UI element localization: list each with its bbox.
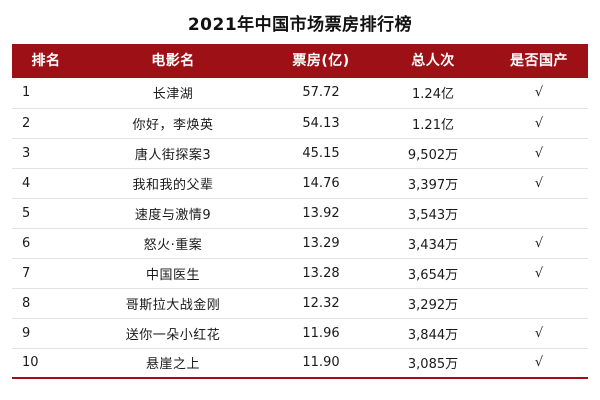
cell-audience: 3,434万 [376,228,490,259]
cell-audience: 3,085万 [376,348,490,379]
cell-name: 唐人街探案3 [80,138,266,169]
table-row: 6 怒火·重案 13.29 3,434万 √ [12,228,588,259]
cell-domestic [490,288,588,319]
table-header-row: 排名 电影名 票房(亿) 总人次 是否国产 [12,44,588,78]
column-header-name: 电影名 [80,44,266,78]
table-row: 4 我和我的父辈 14.76 3,397万 √ [12,168,588,199]
cell-rank: 4 [12,168,80,199]
cell-domestic: √ [490,258,588,289]
cell-name: 怒火·重案 [80,228,266,259]
cell-audience: 3,654万 [376,258,490,289]
check-icon: √ [534,145,544,161]
table-container: 排名 电影名 票房(亿) 总人次 是否国产 1 长津湖 57.72 1.24亿 … [0,44,600,379]
cell-box-office: 11.96 [266,318,376,349]
cell-rank: 6 [12,228,80,259]
cell-box-office: 57.72 [266,78,376,109]
check-icon: √ [534,265,544,281]
check-icon: √ [534,85,544,101]
cell-rank: 1 [12,78,80,109]
table-row: 2 你好，李焕英 54.13 1.21亿 √ [12,108,588,139]
cell-audience: 3,543万 [376,198,490,229]
cell-name: 我和我的父辈 [80,168,266,199]
cell-rank: 3 [12,138,80,169]
column-header-box-office: 票房(亿) [266,44,376,78]
table-header: 排名 电影名 票房(亿) 总人次 是否国产 [12,44,588,78]
cell-audience: 3,397万 [376,168,490,199]
cell-rank: 8 [12,288,80,319]
cell-box-office: 45.15 [266,138,376,169]
table-row: 5 速度与激情9 13.92 3,543万 [12,198,588,229]
check-icon: √ [534,235,544,251]
cell-domestic: √ [490,108,588,139]
table-body: 1 长津湖 57.72 1.24亿 √ 2 你好，李焕英 54.13 1.21亿… [12,78,588,379]
column-header-rank: 排名 [12,44,80,78]
cell-domestic: √ [490,138,588,169]
cell-name: 速度与激情9 [80,198,266,229]
cell-name: 哥斯拉大战金刚 [80,288,266,319]
column-header-audience: 总人次 [376,44,490,78]
table-row: 8 哥斯拉大战金刚 12.32 3,292万 [12,288,588,319]
cell-rank: 7 [12,258,80,289]
cell-box-office: 54.13 [266,108,376,139]
column-header-domestic: 是否国产 [490,44,588,78]
cell-box-office: 13.28 [266,258,376,289]
cell-rank: 2 [12,108,80,139]
cell-audience: 1.24亿 [376,78,490,109]
cell-rank: 10 [12,348,80,379]
check-icon: √ [534,325,544,341]
check-icon: √ [534,175,544,191]
cell-name: 中国医生 [80,258,266,289]
cell-box-office: 13.92 [266,198,376,229]
check-icon: √ [534,115,544,131]
cell-box-office: 11.90 [266,348,376,379]
cell-box-office: 14.76 [266,168,376,199]
cell-box-office: 12.32 [266,288,376,319]
cell-domestic [490,198,588,229]
table-row: 3 唐人街探案3 45.15 9,502万 √ [12,138,588,169]
table-row: 7 中国医生 13.28 3,654万 √ [12,258,588,289]
cell-domestic: √ [490,78,588,109]
table-row: 1 长津湖 57.72 1.24亿 √ [12,78,588,109]
cell-audience: 1.21亿 [376,108,490,139]
cell-domestic: √ [490,318,588,349]
cell-name: 长津湖 [80,78,266,109]
cell-rank: 5 [12,198,80,229]
cell-audience: 9,502万 [376,138,490,169]
cell-name: 送你一朵小红花 [80,318,266,349]
cell-domestic: √ [490,348,588,379]
cell-audience: 3,844万 [376,318,490,349]
table-row: 10 悬崖之上 11.90 3,085万 √ [12,348,588,379]
cell-domestic: √ [490,228,588,259]
cell-audience: 3,292万 [376,288,490,319]
cell-name: 悬崖之上 [80,348,266,379]
cell-box-office: 13.29 [266,228,376,259]
box-office-table: 排名 电影名 票房(亿) 总人次 是否国产 1 长津湖 57.72 1.24亿 … [12,44,588,379]
table-row: 9 送你一朵小红花 11.96 3,844万 √ [12,318,588,349]
cell-name: 你好，李焕英 [80,108,266,139]
check-icon: √ [534,355,544,371]
cell-domestic: √ [490,168,588,199]
page-title: 2021年中国市场票房排行榜 [187,15,413,35]
cell-rank: 9 [12,318,80,349]
